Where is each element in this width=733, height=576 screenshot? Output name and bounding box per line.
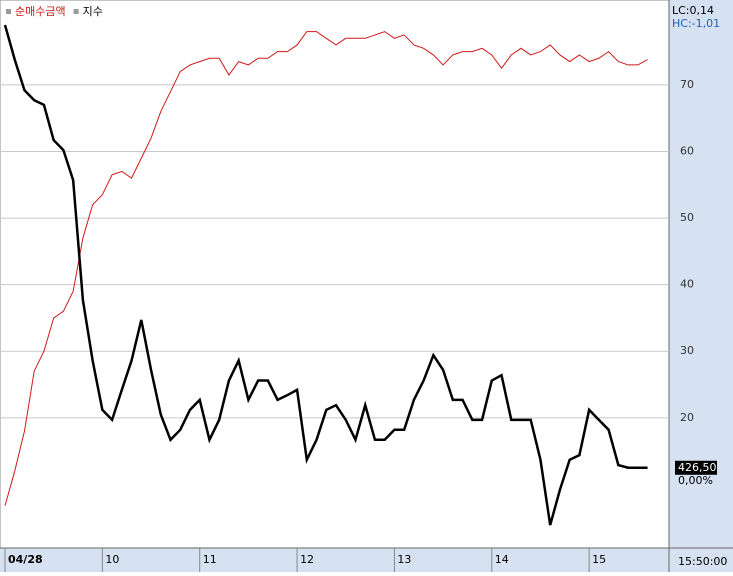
last-change-label: 0,00% <box>678 474 713 487</box>
last-price-box <box>675 460 717 475</box>
hc-label: HC:-1,01 <box>672 17 720 30</box>
y-tick-label: 60 <box>680 144 694 157</box>
legend-swatch <box>6 9 11 14</box>
x-tick-label: 14 <box>495 553 509 566</box>
y-tick-label: 20 <box>680 411 694 424</box>
x-tick-label: 11 <box>203 553 217 566</box>
last-price-label: 426,50 <box>678 461 717 474</box>
right-axis-panel <box>669 0 733 572</box>
y-tick-label: 40 <box>680 278 694 291</box>
x-tick-label: 15 <box>592 553 606 566</box>
x-tick-label: 04/28 <box>8 553 43 566</box>
lc-label: LC:0,14 <box>672 4 714 17</box>
y-tick-label: 30 <box>680 344 694 357</box>
legend-label: 순매수금액 <box>15 5 66 18</box>
series-line <box>3 24 648 526</box>
legend-swatch <box>73 9 79 14</box>
x-tick-label: 12 <box>300 553 314 566</box>
time-label: 15:50:00 <box>678 555 727 568</box>
series-line <box>4 31 648 506</box>
y-tick-label: 50 <box>680 211 694 224</box>
x-tick-label: 13 <box>397 553 411 566</box>
y-tick-label: 70 <box>680 78 694 91</box>
legend-label: 지수 <box>83 5 103 18</box>
x-tick-label: 10 <box>105 553 119 566</box>
x-axis-panel <box>0 548 733 572</box>
